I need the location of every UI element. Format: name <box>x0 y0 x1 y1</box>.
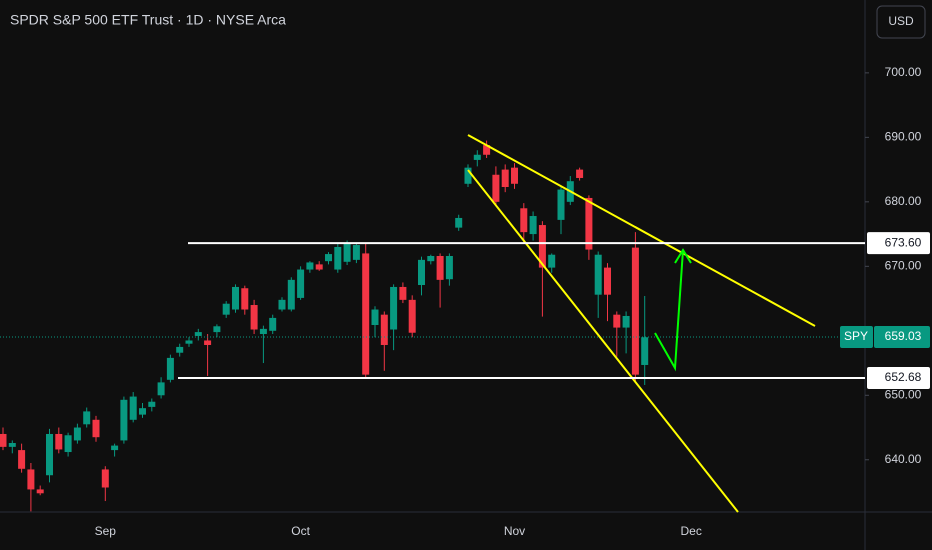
candle-body <box>111 445 119 451</box>
candle-body <box>520 208 528 233</box>
candle-body <box>483 145 491 155</box>
upper-trendline <box>467 134 816 327</box>
drawings <box>467 134 816 513</box>
candle-body <box>92 419 100 438</box>
y-tick-label: 670.00 <box>885 258 922 272</box>
candle-body <box>594 254 602 295</box>
price-line-badge <box>867 232 930 255</box>
candle-body <box>613 314 621 328</box>
candle-body <box>473 154 481 160</box>
candle-body <box>287 279 295 310</box>
x-tick-label: Dec <box>681 524 702 538</box>
chart-title: SPDR S&P 500 ETF Trust · 1D · NYSE Arca <box>10 12 286 28</box>
x-tick-label: Sep <box>95 524 117 538</box>
candle-body <box>325 254 332 262</box>
price-line-label: 652.68 <box>885 370 922 384</box>
candle-body <box>427 256 435 262</box>
candle-body <box>204 340 212 345</box>
currency-button[interactable] <box>876 5 926 39</box>
last-price-badge <box>874 326 930 349</box>
candle-body <box>64 435 72 453</box>
arrow-head <box>674 248 692 264</box>
candle-body <box>306 262 314 270</box>
candle-body <box>492 174 500 202</box>
candle-body <box>259 328 267 335</box>
candle-body <box>641 337 649 365</box>
candle-body <box>278 299 286 310</box>
y-tick-label: 640.00 <box>885 452 922 466</box>
candle-body <box>585 197 593 250</box>
candle-body <box>538 225 546 268</box>
candle-body <box>445 256 453 280</box>
y-tick-label: 680.00 <box>885 194 922 208</box>
candle-body <box>362 253 370 375</box>
candle-body <box>418 259 425 286</box>
candle-body <box>232 286 239 310</box>
candle-body <box>455 217 463 228</box>
candle-body <box>8 443 16 447</box>
candle-body <box>166 357 174 380</box>
candle-body <box>46 433 53 476</box>
candle-body <box>390 286 398 330</box>
candle-body <box>101 469 109 488</box>
candle-body <box>139 408 146 415</box>
candle-body <box>529 216 537 235</box>
candle-body <box>371 309 379 325</box>
candle-body <box>129 396 137 420</box>
price-line-label: 673.60 <box>885 235 922 249</box>
y-tick-label: 700.00 <box>885 65 922 79</box>
candle-body <box>148 401 156 407</box>
candle-body <box>73 427 81 441</box>
currency-label[interactable]: USD <box>888 14 914 28</box>
candle-body <box>213 326 221 333</box>
candle-body <box>157 382 165 396</box>
candle-body <box>315 264 323 270</box>
candle-body <box>511 167 518 184</box>
candle-body <box>631 247 639 375</box>
x-tick-label: Oct <box>291 524 310 538</box>
candle-body <box>576 169 584 178</box>
candle-body <box>241 288 249 310</box>
candle-body <box>27 469 35 490</box>
candle-body <box>501 169 509 188</box>
candle-body <box>194 332 202 336</box>
candle-body <box>399 286 407 300</box>
candle-body <box>269 317 277 331</box>
candle-body <box>83 411 91 425</box>
candle-body <box>548 254 556 268</box>
candle-body <box>352 245 360 260</box>
candle-body <box>36 489 44 494</box>
projection-arrow <box>654 249 684 372</box>
candle-body <box>185 340 193 344</box>
y-tick-label: 690.00 <box>885 130 922 144</box>
last-price-label: 659.03 <box>885 329 922 343</box>
candle-body <box>222 303 230 315</box>
x-tick-label: Nov <box>504 524 525 538</box>
symbol-label: SPY <box>844 329 868 343</box>
candle-body <box>297 269 305 298</box>
candle-body <box>334 246 342 270</box>
candle-body <box>464 167 472 184</box>
candle-body <box>343 243 351 262</box>
candle-body <box>250 305 258 330</box>
symbol-badge <box>840 326 873 349</box>
candle-body <box>0 433 7 447</box>
y-tick-label: 650.00 <box>885 387 922 401</box>
lower-trendline <box>467 169 739 513</box>
price-line-badge <box>867 367 930 390</box>
candle-body <box>557 189 565 220</box>
candle-body <box>120 399 128 441</box>
candle-body <box>622 315 630 328</box>
candle-body <box>18 450 26 469</box>
candle-body <box>176 346 184 353</box>
candle-body <box>436 256 444 280</box>
candle-body <box>380 314 388 345</box>
candle-body <box>55 433 63 450</box>
candle-body <box>408 299 416 333</box>
candle-body <box>604 267 611 295</box>
